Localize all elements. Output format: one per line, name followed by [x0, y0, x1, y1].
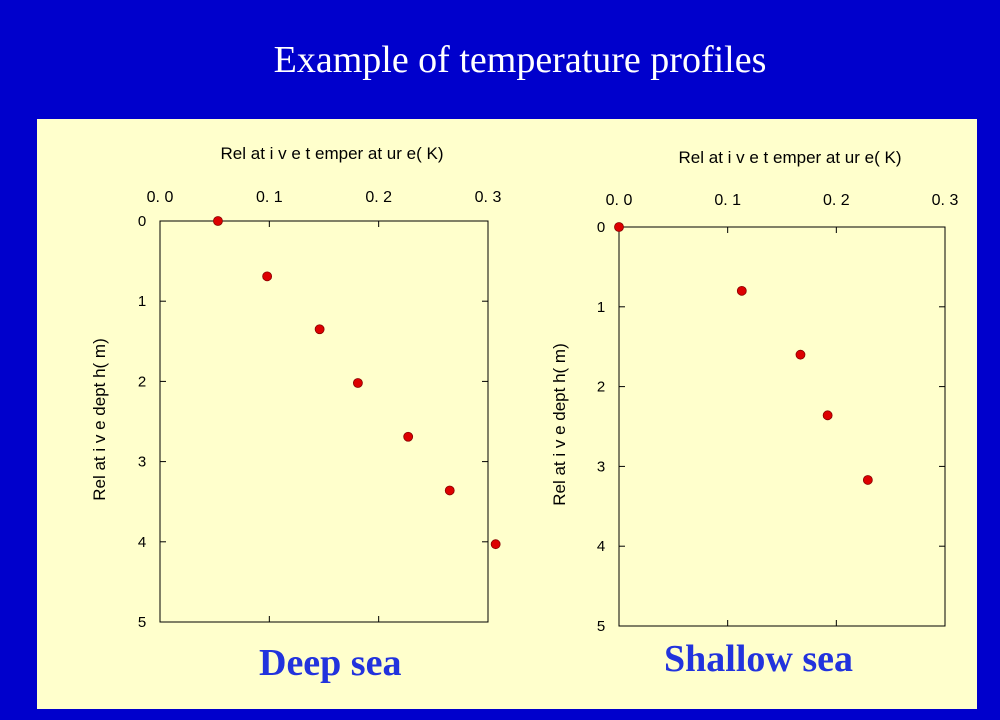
- shallow-sea-ytick-label: 0: [597, 219, 605, 236]
- deep-sea-xtick-label: 0. 0: [147, 189, 174, 206]
- deep-sea-plot-frame: [159, 220, 489, 623]
- shallow-sea-xtick-label: 0. 0: [606, 192, 633, 209]
- deep-sea-xtick-label: 0. 1: [256, 189, 283, 206]
- charts-svg: 0. 0 0. 1 0. 2 0. 3 0 1 2 3 4 5 Rel at i v e t emp…: [90, 144, 959, 635]
- shallow-sea-ytick-label: 4: [597, 538, 605, 555]
- deep-sea-data-point: [490, 539, 501, 550]
- shallow-sea-data-point: [795, 349, 806, 360]
- shallow-sea-ytick-label: 2: [597, 379, 605, 396]
- shallow-sea-ytick-label: 3: [597, 458, 605, 475]
- shallow-sea-data-point: [822, 410, 833, 421]
- shallow-sea-yaxis-label: Rel at i v e dept h( m): [550, 343, 569, 506]
- shallow-sea-data-point: [614, 222, 624, 232]
- deep-sea-ytick-label: 0: [138, 213, 146, 230]
- shallow-sea-xtick-label: 0. 2: [823, 192, 850, 209]
- shallow-sea-title: Shallow sea: [664, 638, 853, 680]
- shallow-sea-xaxis-label: Rel at i v e t emper at ur e( K): [679, 148, 902, 167]
- deep-sea-title: Deep sea: [259, 642, 402, 684]
- deep-sea-ytick-label: 4: [138, 534, 146, 551]
- shallow-sea-data-point: [736, 285, 747, 296]
- shallow-sea-data-point: [862, 475, 873, 485]
- shallow-sea-xtick-label: 0. 1: [714, 192, 741, 209]
- chart-panel: 0. 0 0. 1 0. 2 0. 3 0 1 2 3 4 5 Rel at i v e t emp…: [37, 119, 977, 709]
- deep-sea-data-point: [314, 324, 325, 335]
- deep-sea-data-point: [444, 485, 455, 496]
- shallow-sea-plot-frame: [618, 226, 946, 627]
- deep-sea-data-point: [403, 431, 414, 442]
- deep-sea-ytick-label: 2: [138, 373, 146, 390]
- deep-sea-ytick-label: 1: [138, 293, 146, 310]
- deep-sea-xtick-label: 0. 3: [475, 189, 502, 206]
- deep-sea-xtick-label: 0. 2: [365, 189, 392, 206]
- deep-sea-ytick-label: 5: [138, 614, 146, 631]
- shallow-sea-ytick-label: 1: [597, 299, 605, 316]
- deep-sea-xaxis-label: Rel at i v e t emper at ur e( K): [221, 144, 444, 163]
- shallow-sea-ytick-label: 5: [597, 618, 605, 635]
- deep-sea-yaxis-label: Rel at i v e dept h( m): [90, 338, 109, 501]
- slide-title: Example of temperature profiles: [273, 39, 767, 81]
- shallow-sea-xtick-label: 0. 3: [932, 192, 959, 209]
- deep-sea-data-point: [352, 378, 363, 388]
- deep-sea-data-point: [262, 271, 273, 282]
- deep-sea-ytick-label: 3: [138, 454, 146, 471]
- deep-sea-data-point: [213, 216, 223, 226]
